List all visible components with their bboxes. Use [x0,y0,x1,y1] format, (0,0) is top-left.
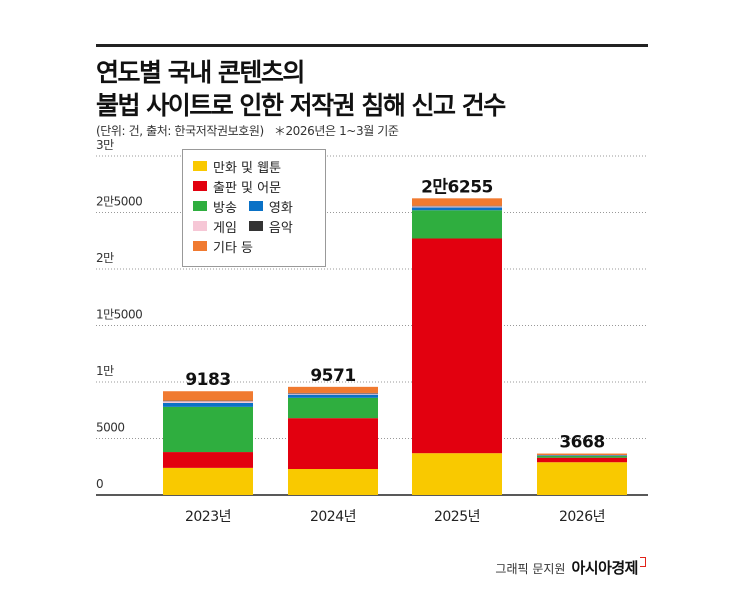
legend-swatch [248,201,263,211]
legend-item: 게임 [193,217,237,236]
bar-segment [163,391,253,401]
chart-subtitle: (단위: 건, 출처: 한국저작권보호원) ＊2026년은 1~3월 기준 [96,122,399,139]
x-category-label: 2023년 [185,509,231,525]
y-tick-label: 5000 [96,421,125,435]
bar-segment [537,456,627,458]
legend-row: 방송 영화 [193,196,325,216]
unit-source-text: (단위: 건, 출처: 한국저작권보호원) [96,124,264,138]
legend-label: 영화 [268,200,293,216]
bar-segment [288,469,378,495]
bar-segment [163,401,253,403]
bar-segment [537,453,627,456]
bar-segment [412,238,502,454]
bar-segment [537,462,627,495]
legend-item: 영화 [248,197,293,216]
legend-item: 음악 [248,217,293,236]
brand-logo: 아시아경제 [571,559,638,577]
legend-swatch [193,221,207,231]
legend-label: 만화 및 웹툰 [213,160,282,176]
y-tick-label: 2만5000 [96,195,142,209]
bar-segment [412,205,502,207]
legend-item: 기타 등 [193,237,253,256]
legend-item: 출판 및 어문 [193,177,281,196]
bar-segment [163,467,253,495]
bar-segment [537,457,627,463]
x-category-label: 2025년 [434,509,480,525]
bar-segment [288,397,378,419]
legend-label: 출판 및 어문 [213,180,282,196]
bar-segment [288,394,378,398]
title-line-2: 불법 사이트로 인한 저작권 침해 신고 건수 [96,91,506,120]
legend-swatch [193,181,207,191]
graphic-credit: 그래픽 문지원 [495,562,566,576]
footer: 그래픽 문지원 아시아경제 [495,557,646,578]
total-data-label: 9571 [310,366,355,386]
bar-segment [288,418,378,470]
legend-row: 기타 등 [193,236,325,256]
title-line-1: 연도별 국내 콘텐츠의 [96,58,305,87]
y-tick-label: 1만 [96,364,114,378]
legend-label: 게임 [213,220,237,236]
legend-row: 게임 음악 [193,216,325,236]
bar-segment [412,207,502,211]
bar-segment [163,400,253,402]
brand-mark-icon [640,557,646,567]
bar-segment [537,455,627,457]
bar-segment [412,198,502,206]
x-category-label: 2026년 [559,509,605,525]
bar-segment [412,210,502,239]
bar-segment [288,393,378,395]
y-tick-label: 0 [96,477,103,491]
bar-segment [288,386,378,393]
bar-segment [412,206,502,208]
total-data-label: 3668 [559,433,604,453]
y-tick-label: 3만 [96,138,114,152]
bar-segment [288,392,378,394]
total-data-label: 2만6255 [421,177,493,197]
y-tick-label: 1만5000 [96,308,142,322]
bar-segment [163,402,253,407]
bar-segment [412,453,502,495]
legend-label: 음악 [268,220,293,236]
x-category-label: 2024년 [310,509,356,525]
total-data-label: 9183 [185,370,230,390]
y-tick-label: 2만 [96,251,114,265]
legend-swatch [248,221,263,231]
top-rule [96,44,648,47]
legend-row: 만화 및 웹툰 [193,156,325,176]
legend-swatch [193,241,207,251]
legend-item: 만화 및 웹툰 [193,157,281,176]
legend-label: 기타 등 [213,240,254,256]
bar-segment [163,452,253,468]
legend-label: 방송 [213,200,237,216]
legend-swatch [193,161,207,171]
legend-swatch [193,201,207,211]
period-note: ＊2026년은 1~3월 기준 [273,124,399,138]
legend-item: 방송 [193,197,237,216]
legend-row: 출판 및 어문 [193,176,325,196]
chart-title: 연도별 국내 콘텐츠의 불법 사이트로 인한 저작권 침해 신고 건수 [96,56,656,122]
bar-segment [163,406,253,453]
